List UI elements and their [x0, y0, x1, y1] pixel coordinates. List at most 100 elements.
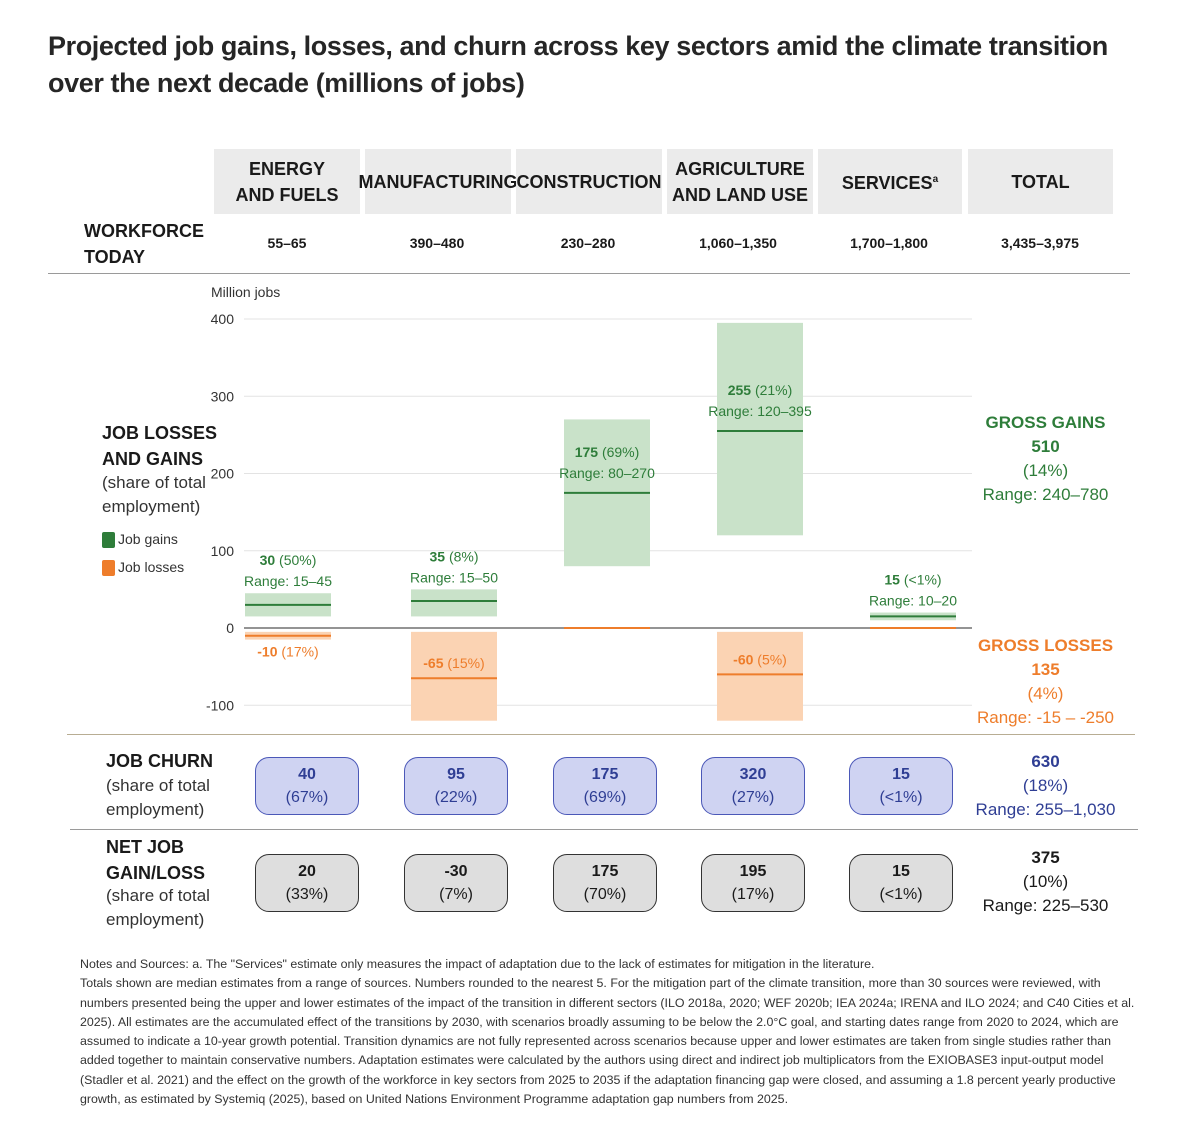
churn-row-label: JOB CHURN [106, 751, 214, 771]
workforce-energy: 55–65 [267, 235, 307, 251]
notes-line-2: Totals shown are median estimates from a… [80, 976, 1135, 1107]
gross-gains-value: 510 [1031, 437, 1060, 456]
legend-losses-swatch [102, 560, 115, 576]
notes-line-1: Notes and Sources: a. The "Services" est… [80, 957, 875, 971]
col-header-label: TOTAL [1011, 171, 1070, 192]
gross-gains-range: Range: 240–780 [982, 485, 1109, 504]
net-value: 20 [298, 863, 316, 880]
net-pill-manufacturing: -30 (7%) [404, 854, 508, 912]
col-header-energy: ENERGY AND FUELS [214, 149, 360, 214]
churn-total-value: 630 [1031, 752, 1060, 771]
gross-losses-value: 135 [1031, 660, 1060, 679]
gain-value-label: 30 (50%) [260, 552, 317, 568]
loss-value-label: -65 (15%) [423, 655, 484, 671]
loss-range-bar [411, 631, 497, 721]
losses-gains-row-sublabel: (share of total employment) [102, 473, 206, 516]
churn-share: (22%) [434, 789, 478, 806]
net-row-label: NET JOB GAIN/LOSS [106, 837, 206, 883]
churn-total-share: (18%) [1022, 776, 1069, 795]
col-header-label: MANUFACTURING [358, 171, 518, 192]
churn-pill-construction: 175 (69%) [553, 757, 657, 815]
churn-pill-energy: 40 (67%) [255, 757, 359, 815]
gain-value-label: 35 (8%) [429, 548, 478, 564]
net-share: (<1%) [879, 886, 923, 903]
workforce-services: 1,700–1,800 [850, 235, 928, 251]
gain-range-label: Range: 80–270 [559, 465, 655, 481]
y-tick-label: 100 [211, 543, 235, 559]
net-pill-energy: 20 (33%) [255, 854, 359, 912]
net-value: -30 [444, 863, 468, 880]
losses-gains-row-label: JOB LOSSES AND GAINS [102, 423, 218, 469]
churn-pill-manufacturing: 95 (22%) [404, 757, 508, 815]
workforce-manufacturing: 390–480 [409, 235, 465, 251]
net-row-sublabel: (share of total employment) [106, 886, 210, 929]
col-header-construction: CONSTRUCTION [516, 149, 662, 214]
churn-value: 95 [447, 766, 465, 783]
net-pill-agriculture: 195 (17%) [701, 854, 805, 912]
workforce-row-label: WORKFORCE TODAY [84, 221, 204, 267]
churn-total-summary: 630 (18%) Range: 255–1,030 [968, 750, 1123, 822]
churn-value: 40 [298, 766, 316, 783]
churn-value: 175 [591, 766, 619, 783]
net-share: (70%) [583, 886, 627, 903]
col-header-label: ENERGY AND FUELS [235, 158, 339, 205]
net-pill-services: 15 (<1%) [849, 854, 953, 912]
loss-value-label: -10 (17%) [257, 644, 318, 660]
y-tick-label: 0 [226, 620, 234, 636]
net-total-share: (10%) [1022, 872, 1069, 891]
gain-range-label: Range: 15–45 [244, 573, 332, 589]
gain-range-label: Range: 10–20 [869, 593, 957, 609]
gross-losses-range: Range: -15 – -250 [976, 708, 1115, 727]
y-tick-label: 300 [211, 388, 235, 404]
divider-chart-bottom [67, 734, 1135, 735]
churn-value: 15 [892, 766, 910, 783]
col-header-manufacturing: MANUFACTURING [359, 149, 518, 214]
gain-range-bar [411, 589, 497, 617]
net-share: (33%) [285, 886, 329, 903]
gross-gains-title: GROSS GAINS [985, 413, 1106, 432]
loss-range-bar [717, 631, 803, 721]
gain-range-label: Range: 120–395 [708, 403, 812, 419]
y-axis-label: Million jobs [211, 284, 280, 300]
job-gains-losses-chart: Million jobs 400 300 200 100 0 -100 30 (50%) Ran… [206, 284, 972, 721]
net-share: (17%) [731, 886, 775, 903]
workforce-total: 3,435–3,975 [1001, 235, 1079, 251]
gross-losses-share: (4%) [1027, 684, 1064, 703]
churn-share: (<1%) [879, 789, 923, 806]
y-tick-label: 400 [211, 311, 235, 327]
y-tick-label: 200 [211, 466, 235, 482]
churn-value: 320 [739, 766, 767, 783]
col-header-total: TOTAL [968, 149, 1113, 214]
gross-losses-summary: GROSS LOSSES 135 (4%) Range: -15 – -250 [968, 634, 1123, 730]
col-header-label: AGRICULTURE AND LAND USE [671, 158, 808, 205]
net-value: 195 [739, 863, 767, 880]
gross-losses-title: GROSS LOSSES [977, 636, 1114, 655]
legend-gains-swatch [102, 532, 115, 548]
page-title: Projected job gains, losses, and churn a… [48, 31, 1108, 98]
gain-value-label: 175 (69%) [575, 444, 640, 460]
workforce-construction: 230–280 [560, 235, 616, 251]
gross-gains-share: (14%) [1022, 461, 1069, 480]
notes-and-sources: Notes and Sources: a. The "Services" est… [80, 955, 1140, 1109]
net-value: 15 [892, 863, 910, 880]
net-share: (7%) [439, 886, 473, 903]
col-header-label: SERVICES [841, 173, 933, 193]
col-header-label: CONSTRUCTION [516, 171, 662, 192]
legend-losses-label: Job losses [118, 559, 185, 575]
churn-share: (67%) [285, 789, 329, 806]
col-header-agriculture: AGRICULTURE AND LAND USE [667, 149, 813, 214]
churn-row-sublabel: (share of total employment) [106, 776, 210, 819]
workforce-agriculture: 1,060–1,350 [699, 235, 777, 251]
net-total-value: 375 [1031, 848, 1060, 867]
gain-value-label: 255 (21%) [728, 382, 793, 398]
net-value: 175 [591, 863, 619, 880]
churn-share: (27%) [731, 789, 775, 806]
legend-gains-label: Job gains [118, 531, 178, 547]
y-tick-label: -100 [206, 697, 234, 713]
net-total-summary: 375 (10%) Range: 225–530 [968, 846, 1123, 918]
gain-range-bar [717, 322, 803, 536]
churn-share: (69%) [583, 789, 627, 806]
net-pill-construction: 175 (70%) [553, 854, 657, 912]
gain-range-label: Range: 15–50 [410, 569, 498, 585]
col-header-services: SERVICESa [818, 149, 962, 214]
